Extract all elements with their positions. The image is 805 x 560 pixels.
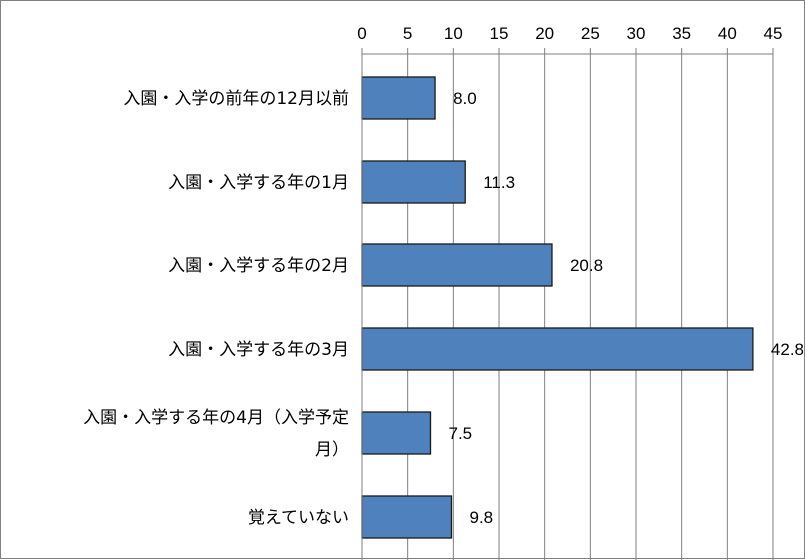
x-tick-label: 15 xyxy=(490,24,509,43)
x-tick-label: 20 xyxy=(535,24,554,43)
category-label: 入園・入学する年の4月（入学予定 xyxy=(83,408,349,428)
x-tick-label: 45 xyxy=(764,24,783,43)
x-axis-ticks: 0 5 10 15 20 25 30 35 40 45 xyxy=(357,24,783,55)
x-tick-label: 35 xyxy=(672,24,691,43)
category-label: 入園・入学の前年の12月以前 xyxy=(123,89,349,109)
bar xyxy=(361,243,553,287)
x-tick-label: 5 xyxy=(403,24,412,43)
x-tick-label: 0 xyxy=(357,24,366,43)
data-label: 42.8 xyxy=(771,340,804,359)
data-label: 7.5 xyxy=(449,424,473,443)
bar xyxy=(361,411,432,455)
category-label: 覚えていない xyxy=(248,508,349,528)
category-labels: 入園・入学の前年の12月以前入園・入学する年の1月入園・入学する年の2月入園・入… xyxy=(83,89,349,528)
bar xyxy=(361,327,754,371)
category-label: 入園・入学する年の3月 xyxy=(168,340,349,360)
bars xyxy=(361,76,754,539)
category-label: 月） xyxy=(315,440,349,460)
data-labels: 8.0 11.3 20.8 42.8 7.5 9.8 xyxy=(449,89,805,527)
x-tick-label: 30 xyxy=(627,24,646,43)
data-label: 9.8 xyxy=(470,508,494,527)
category-label: 入園・入学する年の1月 xyxy=(168,173,349,193)
data-label: 8.0 xyxy=(453,89,477,108)
bar xyxy=(361,160,466,204)
x-tick-label: 10 xyxy=(444,24,463,43)
bar xyxy=(361,76,436,120)
data-label: 20.8 xyxy=(570,256,603,275)
x-tick-label: 25 xyxy=(581,24,600,43)
gridlines xyxy=(407,54,774,560)
category-label: 入園・入学する年の2月 xyxy=(168,256,349,276)
bar xyxy=(361,495,453,539)
data-label: 11.3 xyxy=(483,173,515,192)
x-tick-label: 40 xyxy=(718,24,737,43)
